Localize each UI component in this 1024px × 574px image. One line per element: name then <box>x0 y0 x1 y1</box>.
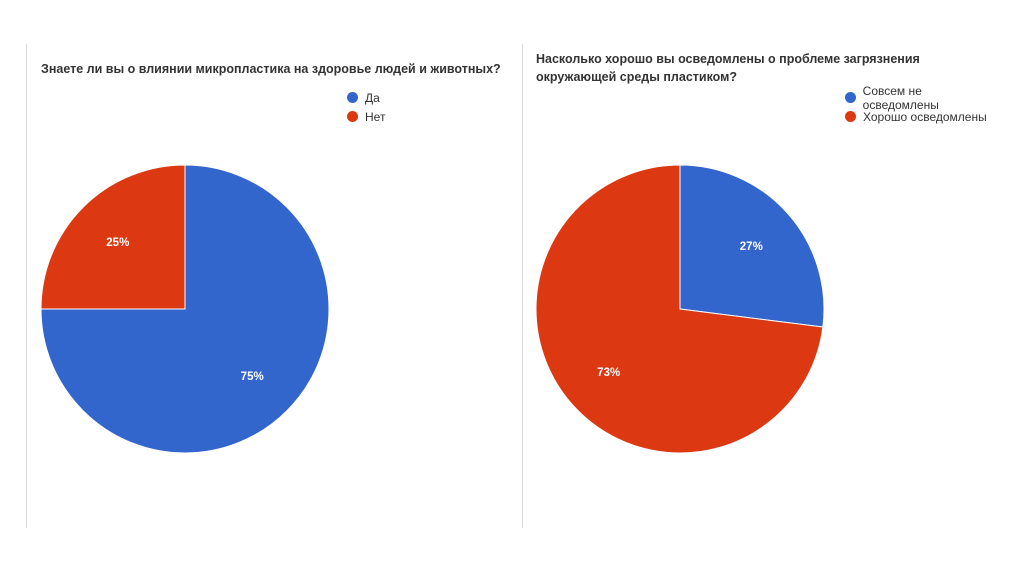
legend-marker <box>845 111 856 122</box>
chart-panel-microplastic-awareness: Знаете ли вы о влиянии микропластика на … <box>26 44 513 528</box>
pie-slice[interactable] <box>535 164 824 454</box>
legend-item[interactable]: Совсем не осведомлены <box>845 84 997 112</box>
legend-marker <box>347 111 358 122</box>
pie-slice[interactable] <box>40 164 186 310</box>
pie-chart: 27% 73% <box>535 164 825 454</box>
slice-label: 25% <box>106 237 129 249</box>
chart-legend: Да Нет <box>347 88 385 126</box>
slice-label: 75% <box>241 371 264 383</box>
slice-label: 27% <box>740 241 763 253</box>
chart-title: Насколько хорошо вы осведомлены о пробле… <box>536 52 920 84</box>
chart-panel-pollution-awareness: Насколько хорошо вы осведомлены о пробле… <box>522 44 997 528</box>
chart-legend: Совсем не осведомлены Хорошо осведомлены <box>845 84 997 126</box>
pie-chart: 75% 25% <box>40 164 330 454</box>
pie-slice[interactable] <box>679 164 825 328</box>
legend-item[interactable]: Нет <box>347 107 385 126</box>
legend-item[interactable]: Хорошо осведомлены <box>845 107 997 126</box>
slice-label: 73% <box>597 367 620 379</box>
legend-marker <box>845 92 856 103</box>
legend-label: Нет <box>365 109 386 124</box>
legend-item[interactable]: Да <box>347 88 385 107</box>
legend-label: Совсем не осведомлены <box>862 83 939 112</box>
legend-label: Хорошо осведомлены <box>863 109 987 124</box>
legend-marker <box>347 92 358 103</box>
chart-title: Знаете ли вы о влиянии микропластика на … <box>41 62 501 76</box>
pie-slice[interactable] <box>40 164 330 454</box>
legend-label: Да <box>365 90 380 105</box>
